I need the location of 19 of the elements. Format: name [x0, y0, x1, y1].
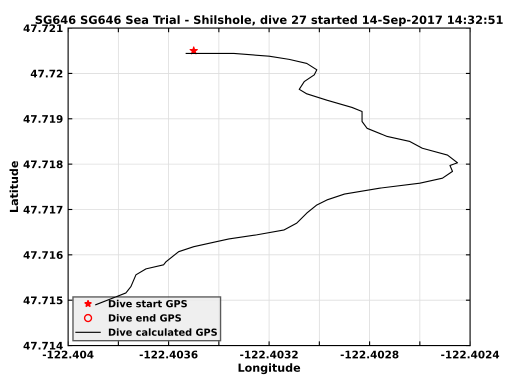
x-tick-label: -122.4028 [340, 350, 398, 358]
y-tick-label: 47.717 [24, 206, 62, 214]
y-tick-label: 47.719 [24, 115, 63, 123]
line-series [95, 52, 458, 306]
y-tick-label: 47.715 [24, 296, 63, 304]
x-tick-label: -122.4024 [441, 350, 500, 358]
x-tick-label: -122.404 [42, 350, 94, 358]
y-tick-label: 47.721 [24, 24, 63, 32]
y-tick-label: 47.714 [24, 342, 63, 350]
legend-label: Dive start GPS [108, 300, 187, 308]
legend-label: Dive end GPS [108, 314, 181, 322]
y-tick-label: 47.718 [24, 160, 63, 168]
x-axis-title: Longitude [238, 363, 300, 374]
y-tick-label: 47.72 [30, 70, 62, 78]
y-tick-label: 47.716 [24, 251, 63, 259]
x-tick-label: -122.4036 [140, 350, 198, 358]
x-tick-label: -122.4032 [240, 350, 298, 358]
y-axis-title: Latitude [10, 161, 18, 212]
legend-label: Dive calculated GPS [108, 328, 217, 336]
